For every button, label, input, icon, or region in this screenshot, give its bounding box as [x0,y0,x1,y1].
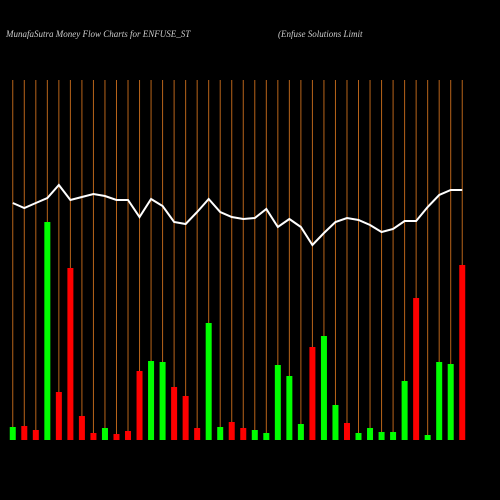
bar [355,433,362,440]
bar [343,423,350,440]
chart-subtitle: (Enfuse Solutions Limit [278,29,363,39]
bar [390,432,397,440]
bar [78,416,85,440]
bar [148,361,155,440]
bar [101,428,108,440]
bar [240,428,247,440]
bar [171,387,178,440]
bar [55,392,62,440]
bar [159,362,166,440]
chart-title: MunafaSutra Money Flow Charts for ENFUSE… [5,29,191,39]
bar [125,431,132,440]
bar [205,323,212,440]
bar [217,427,224,440]
bar [113,434,120,440]
bar [182,396,189,440]
bar [21,426,28,440]
bar [194,428,201,440]
bar [378,432,385,440]
bar [309,347,316,440]
bar [424,435,431,440]
bar [274,365,281,440]
money-flow-line [12,183,463,247]
bar [367,428,374,440]
bar [9,427,16,440]
bar [459,265,466,440]
bar [401,381,408,440]
bar [332,405,339,440]
bar [297,424,304,440]
bar [436,362,443,440]
bar [44,222,51,440]
bar [320,336,327,440]
bar [286,376,293,440]
bar [90,433,97,440]
bar [447,364,454,440]
bar [67,268,74,440]
bar [136,371,143,440]
bar [228,422,235,440]
bar [251,430,258,440]
bar [413,298,420,440]
bar [32,430,39,440]
bar [263,433,270,440]
